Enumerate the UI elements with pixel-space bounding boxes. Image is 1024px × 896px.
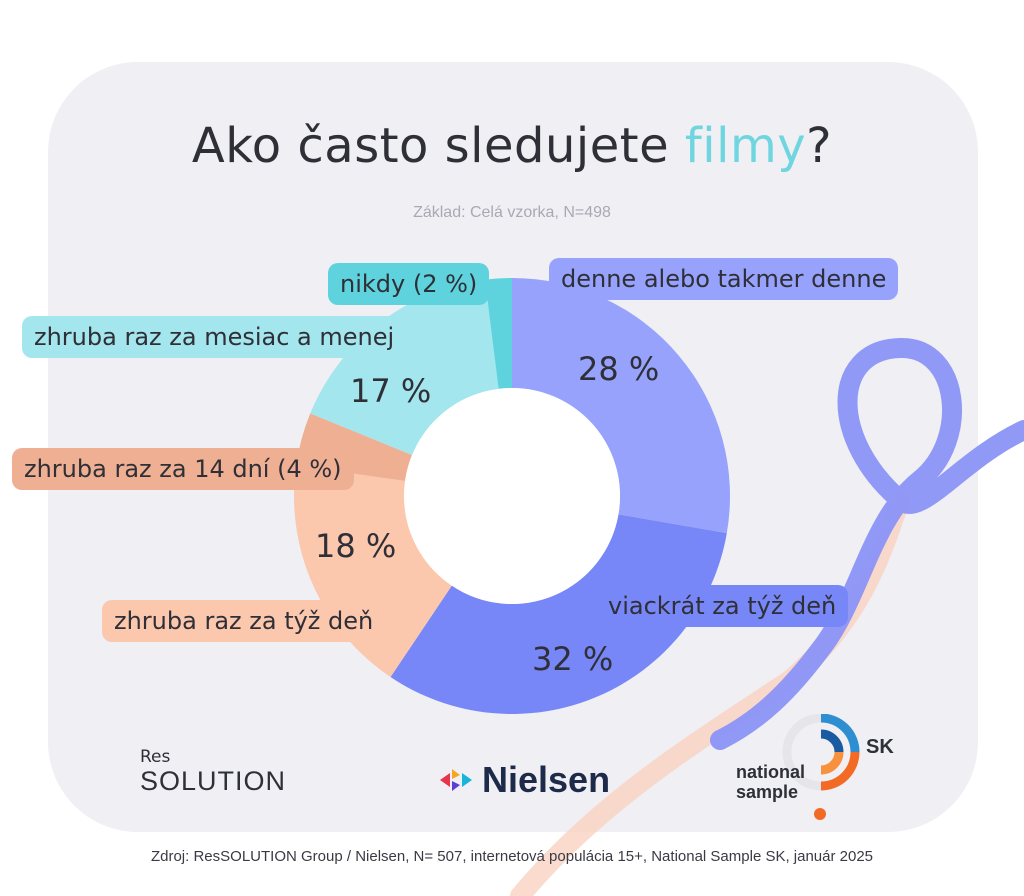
nielsen-logo-text: Nielsen bbox=[482, 759, 611, 800]
ressolution-logo-big: SOLUTION bbox=[140, 766, 287, 796]
ressolution-logo: Res SOLUTION bbox=[140, 748, 286, 797]
national-sample-sk: SK bbox=[866, 736, 894, 758]
value-tyzden: 18 % bbox=[315, 527, 397, 565]
title-highlight: filmy bbox=[684, 118, 807, 174]
ressolution-logo-small: Res bbox=[140, 747, 171, 767]
source-note: Zdroj: ResSOLUTION Group / Nielsen, N= 5… bbox=[150, 848, 874, 865]
nielsen-mark-icon bbox=[440, 769, 472, 791]
donut-slice-0 bbox=[512, 278, 730, 534]
value-mesiac: 17 % bbox=[350, 372, 432, 410]
national-sample-logo: national sample SK bbox=[736, 714, 906, 824]
national-sample-text: national sample bbox=[736, 762, 805, 802]
title-text: Ako často sledujete bbox=[191, 118, 685, 174]
donut-hole bbox=[404, 388, 620, 604]
title-suffix: ? bbox=[806, 118, 833, 174]
label-denne: denne alebo takmer denne bbox=[549, 258, 899, 300]
national-sample-mark-icon bbox=[782, 714, 860, 820]
label-mesiac: zhruba raz za mesiac a menej bbox=[22, 316, 407, 358]
value-denne: 28 % bbox=[578, 350, 660, 388]
donut-slice-5 bbox=[484, 278, 512, 389]
label-nikdy: nikdy (2 %) bbox=[328, 263, 490, 305]
donut-slice-1 bbox=[390, 514, 727, 715]
national-sample-line2: sample bbox=[736, 782, 799, 802]
label-14-dni: zhruba raz za 14 dní (4 %) bbox=[12, 448, 354, 490]
label-viackrat: viackrát za týž deň bbox=[596, 585, 849, 627]
chart-title: Ako často sledujete filmy? bbox=[0, 118, 1024, 174]
value-viackrat: 32 % bbox=[532, 640, 614, 678]
chart-subtitle: Základ: Celá vzorka, N=498 bbox=[413, 204, 611, 221]
nielsen-logo: Nielsen bbox=[438, 758, 610, 802]
donut-slice-2 bbox=[294, 465, 452, 678]
donut-slice-4 bbox=[310, 279, 499, 456]
national-sample-line1: national bbox=[736, 762, 806, 782]
label-tyzden: zhruba raz za týž deň bbox=[102, 600, 386, 642]
